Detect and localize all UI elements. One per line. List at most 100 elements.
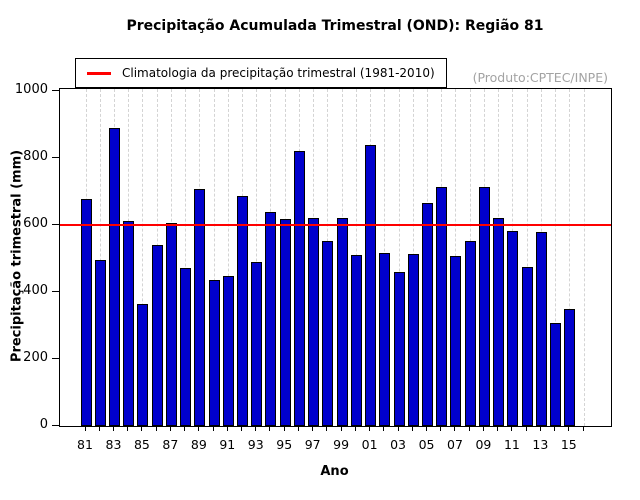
- bar-2007: [450, 256, 462, 426]
- x-tick-label-85: 85: [133, 437, 150, 452]
- x-tick-2004: [411, 426, 413, 431]
- x-tick-label-09: 09: [475, 437, 492, 452]
- x-tick-2005: [426, 426, 428, 431]
- climatology-line: [60, 223, 611, 226]
- x-tick-2010: [497, 426, 499, 431]
- x-tick-label-83: 83: [105, 437, 122, 452]
- x-tick-1989: [198, 426, 200, 431]
- x-tick-2015: [568, 426, 570, 431]
- x-tick-label-11: 11: [503, 437, 520, 452]
- bar-1995: [279, 219, 291, 426]
- y-tick-label-0: 0: [39, 417, 48, 432]
- x-tick-label-97: 97: [304, 437, 321, 452]
- x-tick-2016: [582, 426, 584, 431]
- x-tick-label-15: 15: [560, 437, 577, 452]
- bar-1991: [222, 276, 234, 426]
- x-tick-1990: [212, 426, 214, 431]
- bar-1994: [265, 212, 277, 426]
- bar-1999: [336, 218, 348, 426]
- x-tick-label-07: 07: [447, 437, 463, 452]
- x-tick-label-91: 91: [219, 437, 236, 452]
- bar-2000: [350, 255, 362, 426]
- y-tick-label-400: 400: [23, 283, 48, 298]
- gridline-1985: [142, 89, 144, 426]
- x-tick-1997: [312, 426, 314, 431]
- x-tick-label-93: 93: [247, 437, 264, 452]
- bar-2003: [393, 272, 405, 426]
- gridline-2016: [583, 89, 585, 426]
- gridline-2015: [569, 89, 571, 426]
- bar-2010: [493, 218, 505, 426]
- gridline-1990: [213, 89, 215, 426]
- x-tick-1986: [155, 426, 157, 431]
- y-tick-0: [52, 424, 59, 426]
- y-tick-label-800: 800: [23, 149, 48, 164]
- gridline-2003: [398, 89, 400, 426]
- bar-2001: [365, 145, 377, 426]
- legend-line-sample: [87, 71, 111, 75]
- x-tick-1998: [326, 426, 328, 431]
- bar-1992: [237, 196, 249, 426]
- x-tick-2003: [397, 426, 399, 431]
- x-tick-1993: [255, 426, 257, 431]
- x-tick-2013: [539, 426, 541, 431]
- x-tick-1999: [340, 426, 342, 431]
- bar-2012: [521, 267, 533, 426]
- bar-2009: [478, 187, 490, 426]
- x-tick-2000: [354, 426, 356, 431]
- bar-1986: [151, 245, 163, 426]
- bar-2014: [550, 323, 562, 426]
- x-tick-2011: [511, 426, 513, 431]
- bar-1997: [308, 218, 320, 426]
- gridline-1991: [227, 89, 229, 426]
- bar-2011: [507, 231, 519, 426]
- bar-1981: [80, 199, 92, 426]
- x-tick-1996: [297, 426, 299, 431]
- x-tick-1981: [84, 426, 86, 431]
- bar-1988: [180, 268, 192, 426]
- x-tick-label-01: 01: [361, 437, 378, 452]
- x-tick-2001: [369, 426, 371, 431]
- legend-box: Climatologia da precipitação trimestral …: [75, 58, 447, 88]
- bar-1987: [165, 223, 177, 426]
- y-axis-title: Precipitação trimestral (mm): [9, 149, 25, 363]
- bar-1993: [251, 262, 263, 426]
- gridline-1982: [99, 89, 101, 426]
- chart-title: Precipitação Acumulada Trimestral (OND):…: [126, 18, 544, 34]
- x-tick-2007: [454, 426, 456, 431]
- x-axis-title: Ano: [320, 464, 349, 479]
- x-tick-1988: [184, 426, 186, 431]
- bar-1990: [208, 280, 220, 426]
- y-tick-1000: [52, 89, 59, 91]
- gridline-1988: [185, 89, 187, 426]
- produto-source-label: (Produto:CPTEC/INPE): [472, 70, 608, 85]
- plot-area: [59, 88, 612, 427]
- x-tick-label-03: 03: [390, 437, 406, 452]
- x-tick-2008: [468, 426, 470, 431]
- x-tick-label-99: 99: [333, 437, 350, 452]
- legend-label: Climatologia da precipitação trimestral …: [122, 66, 435, 80]
- x-tick-2009: [482, 426, 484, 431]
- x-tick-1995: [283, 426, 285, 431]
- y-tick-400: [52, 290, 59, 292]
- bar-1984: [123, 221, 135, 426]
- x-tick-2012: [525, 426, 527, 431]
- bar-2008: [464, 241, 476, 426]
- x-tick-1987: [169, 426, 171, 431]
- y-tick-label-600: 600: [23, 216, 48, 231]
- gridline-2012: [526, 89, 528, 426]
- x-tick-1984: [127, 426, 129, 431]
- bar-1982: [94, 260, 106, 426]
- bar-2006: [436, 187, 448, 426]
- x-tick-1985: [141, 426, 143, 431]
- gridline-2014: [555, 89, 557, 426]
- bar-2015: [564, 309, 576, 426]
- x-tick-2002: [383, 426, 385, 431]
- bar-1998: [322, 241, 334, 426]
- x-tick-label-05: 05: [418, 437, 435, 452]
- x-tick-label-95: 95: [276, 437, 293, 452]
- y-tick-800: [52, 156, 59, 158]
- bar-2005: [422, 203, 434, 426]
- bar-1996: [293, 151, 305, 426]
- y-tick-200: [52, 357, 59, 359]
